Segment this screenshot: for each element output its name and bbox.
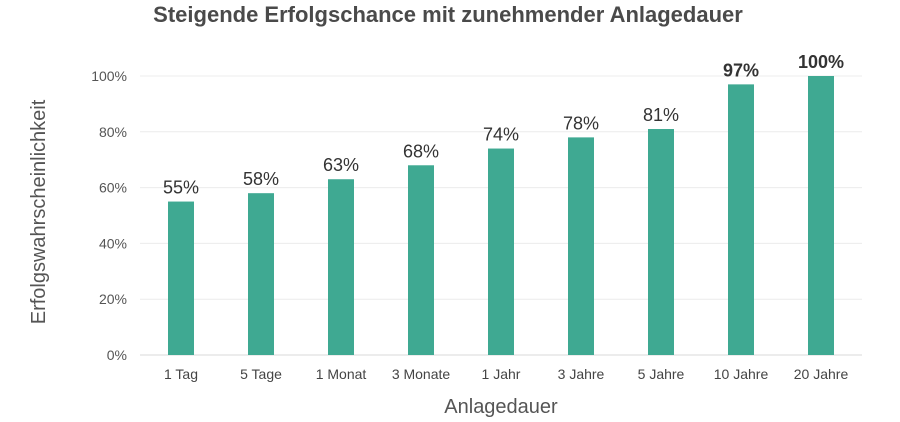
x-tick-label: 1 Monat: [316, 366, 367, 382]
data-label: 81%: [643, 105, 679, 125]
data-label: 78%: [563, 113, 599, 133]
data-label: 97%: [723, 60, 759, 80]
bar: [408, 165, 434, 355]
x-tick-label: 1 Jahr: [482, 366, 521, 382]
data-label: 100%: [798, 52, 844, 72]
bar: [648, 129, 674, 355]
y-tick-label: 100%: [91, 68, 127, 84]
y-tick-label: 80%: [99, 124, 127, 140]
data-label: 68%: [403, 141, 439, 161]
bar: [808, 76, 834, 355]
data-label: 58%: [243, 169, 279, 189]
y-tick-label: 0%: [107, 347, 127, 363]
chart-title: Steigende Erfolgschance mit zunehmender …: [153, 2, 743, 27]
data-label: 74%: [483, 125, 519, 145]
bar: [168, 201, 194, 355]
bar: [728, 84, 754, 356]
y-tick-label: 20%: [99, 291, 127, 307]
bar: [488, 148, 514, 355]
x-axis-label: Anlagedauer: [444, 396, 558, 418]
bar: [568, 137, 594, 355]
x-tick-label: 5 Tage: [240, 366, 282, 382]
y-tick-label: 60%: [99, 180, 127, 196]
y-tick-label: 40%: [99, 235, 127, 251]
x-tick-label: 10 Jahre: [714, 366, 769, 382]
bar: [328, 179, 354, 355]
bars: [168, 76, 834, 356]
x-tick-label: 3 Jahre: [558, 366, 605, 382]
data-label: 55%: [163, 178, 199, 198]
y-axis-label: Erfolgswahrscheinlichkeit: [28, 99, 50, 324]
x-axis-ticks: 1 Tag 5 Tage 1 Monat 3 Monate 1 Jahr 3 Jahre 5…: [164, 366, 848, 382]
x-tick-label: 1 Tag: [164, 366, 198, 382]
data-label: 63%: [323, 155, 359, 175]
x-tick-label: 20 Jahre: [794, 366, 849, 382]
x-tick-label: 5 Jahre: [638, 366, 685, 382]
bar: [248, 193, 274, 355]
data-labels: 55% 58% 63% 68% 74% 78% 81% 97% 100%: [163, 52, 844, 198]
x-tick-label: 3 Monate: [392, 366, 451, 382]
y-axis-ticks: 0% 20% 40% 60% 80% 100%: [91, 68, 127, 363]
